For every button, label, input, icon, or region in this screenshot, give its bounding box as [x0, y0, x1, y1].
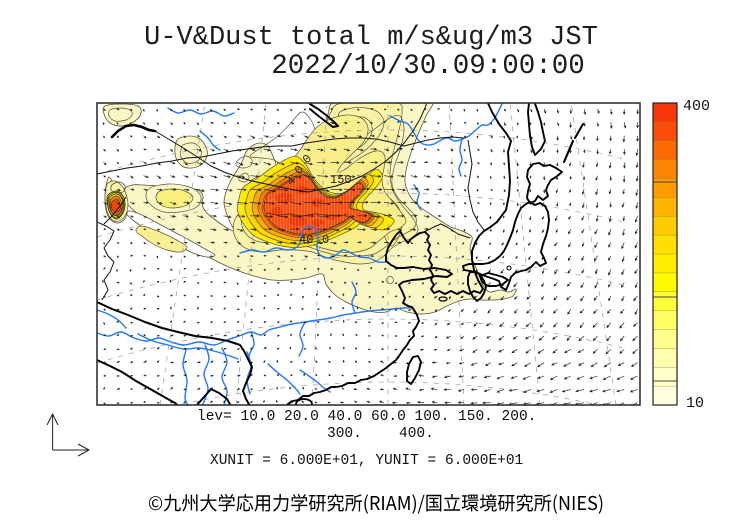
svg-text:150: 150 — [330, 173, 352, 187]
svg-text:400: 400 — [683, 98, 710, 115]
svg-text:400.: 400. — [399, 426, 434, 442]
svg-text:10: 10 — [686, 395, 704, 412]
svg-text:.: . — [316, 233, 323, 247]
svg-text:2022/10/30.09:00:00: 2022/10/30.09:00:00 — [271, 51, 585, 82]
svg-text:XUNIT = 6.000E+01, YUNIT = 6.0: XUNIT = 6.000E+01, YUNIT = 6.000E+01 — [210, 453, 523, 469]
svg-text:300.: 300. — [327, 426, 362, 442]
svg-text:0: 0 — [322, 233, 329, 247]
svg-text:lev= 10.0 20.0 40.0 60.0 100.: lev= 10.0 20.0 40.0 60.0 100. 150. 200. — [197, 409, 536, 425]
svg-text:40: 40 — [299, 233, 313, 247]
svg-text:U-V&Dust total m/s&ug/m3 JST: U-V&Dust total m/s&ug/m3 JST — [144, 23, 598, 53]
